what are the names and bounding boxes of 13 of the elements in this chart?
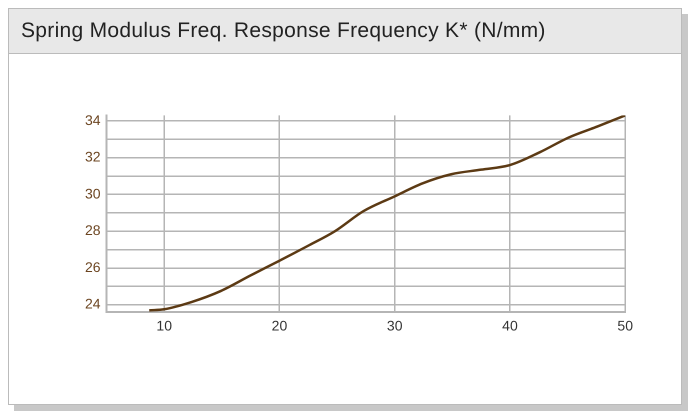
y-tick-label: 34 (84, 112, 101, 128)
y-tick-label: 26 (84, 258, 101, 275)
y-tick-label: 24 (84, 296, 101, 312)
x-tick-label: 50 (617, 317, 634, 334)
x-tick-label: 40 (502, 317, 518, 334)
y-tick-label: 28 (84, 222, 101, 238)
x-tick-label: 30 (386, 317, 403, 334)
chart-title: Spring Modulus Freq. Response Frequency K* (N/mm) (9, 9, 681, 54)
line-series (148, 115, 626, 312)
x-tick-label: 20 (272, 317, 288, 334)
y-tick-label: 32 (84, 148, 101, 165)
x-tick-label: 10 (156, 317, 172, 334)
y-tick-label: 30 (84, 185, 101, 202)
